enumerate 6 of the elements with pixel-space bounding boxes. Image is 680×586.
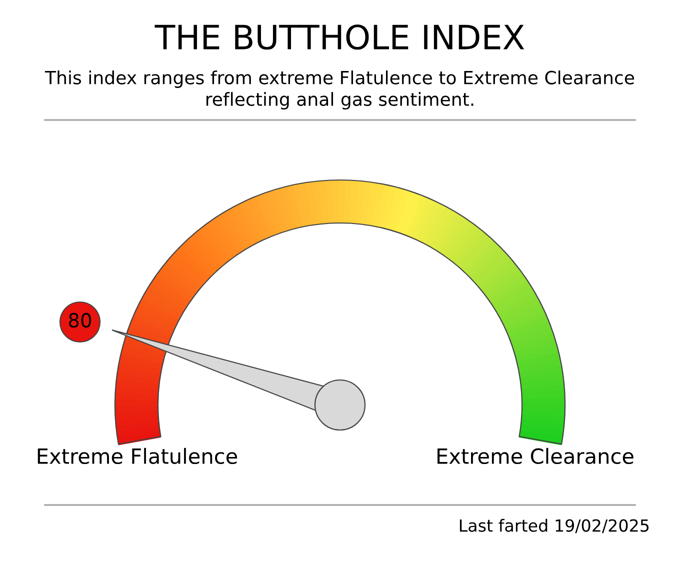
- text: Last farted 19/02/2025: [460, 518, 649, 534]
- text: This index ranges from extreme Flatulence to Extreme Clearance reflecting anal gas sentiment.: [44, 70, 634, 110]
- data-label: 80: [68, 312, 92, 328]
- text: Extreme Clearance: [438, 448, 634, 464]
- text: THE BUTTHOLE INDEX: [154, 24, 524, 50]
- text: Extreme Flatulence: [38, 448, 238, 464]
